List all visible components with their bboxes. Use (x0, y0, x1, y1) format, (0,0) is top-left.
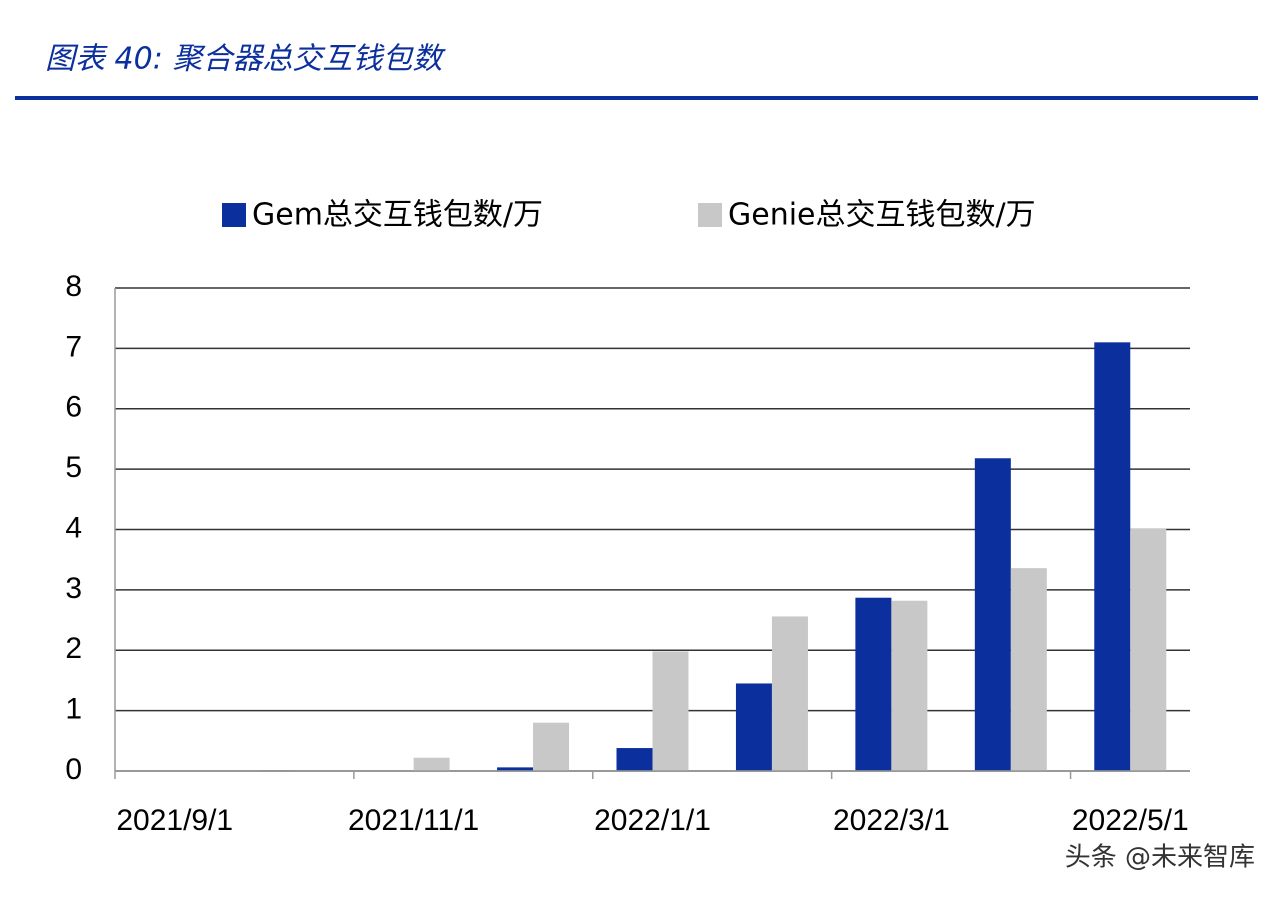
bar (974, 458, 1011, 771)
chart-title: 图表 40: 聚合器总交互钱包数 (45, 42, 446, 77)
bar (413, 757, 450, 771)
bar (891, 600, 928, 771)
y-tick-label: 1 (65, 693, 82, 726)
bar (735, 683, 772, 771)
y-tick-label: 5 (65, 451, 82, 484)
bar (533, 722, 570, 771)
y-tick-label: 7 (65, 330, 82, 363)
watermark: 头条 @未来智库 (1065, 843, 1255, 873)
x-tick-label: 2021/9/1 (116, 804, 233, 837)
x-tick-label: 2022/5/1 (1072, 804, 1189, 837)
y-tick-label: 6 (65, 391, 82, 424)
legend-swatch (698, 203, 722, 227)
y-tick-label: 2 (65, 632, 82, 665)
y-tick-label: 0 (65, 753, 82, 786)
legend-label: Genie总交互钱包数/万 (728, 198, 1036, 233)
x-tick-label: 2021/11/1 (348, 804, 479, 837)
bar (652, 651, 689, 771)
x-tick-label: 2022/3/1 (833, 804, 950, 837)
y-tick-label: 8 (65, 270, 82, 303)
y-tick-label: 4 (65, 511, 82, 544)
legend-label: Gem总交互钱包数/万 (252, 198, 543, 233)
bar (616, 748, 653, 771)
bar (855, 597, 892, 771)
bar (497, 767, 534, 771)
y-tick-label: 3 (65, 572, 82, 605)
bar (1130, 528, 1167, 771)
bar (1094, 342, 1131, 771)
legend-swatch (222, 203, 246, 227)
bar (771, 616, 808, 771)
bar (1010, 568, 1047, 771)
x-tick-label: 2022/1/1 (594, 804, 711, 837)
